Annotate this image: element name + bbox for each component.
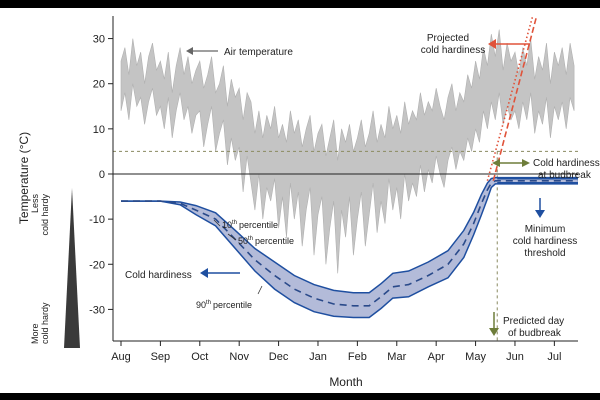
p90-number: 90 — [196, 300, 206, 310]
x-tick-label: Apr — [428, 351, 445, 363]
less-hardy-label-line1: Less — [30, 194, 40, 214]
hardiness-median-line — [121, 180, 578, 307]
air-temperature-arrowhead — [186, 47, 193, 55]
x-tick-label: Jan — [309, 351, 327, 363]
p90-suffix: th — [206, 300, 211, 306]
projection-line-2 — [486, 15, 534, 181]
x-tick-label: Aug — [111, 351, 131, 363]
p90-leader — [257, 285, 263, 295]
minimum-arrowhead — [535, 210, 545, 218]
p90-label: 90th percentile — [196, 300, 252, 310]
x-tick-label: Oct — [191, 351, 208, 363]
p50-word: percentile — [255, 236, 294, 246]
y-axis-label: Temperature (°C) — [17, 132, 31, 224]
y-tick-label: -30 — [89, 304, 105, 316]
hardiness-scale-triangle — [64, 188, 80, 348]
x-axis-label: Month — [329, 375, 362, 389]
hardiness-band-layer — [121, 176, 578, 319]
budbreak-label-line2: at budbreak — [538, 170, 592, 181]
annotation-predicted-budbreak: Predicted day of budbreak — [489, 312, 564, 339]
p50-label: 50th percentile — [238, 236, 294, 246]
minimum-label-line2: cold hardiness — [513, 236, 577, 247]
p50-suffix: th — [248, 236, 253, 242]
predicted-label-line2: of budbreak — [508, 328, 562, 339]
projection-line-1 — [492, 15, 538, 181]
budbreak-arrowhead-right — [522, 159, 530, 167]
budbreak-arrowhead-left — [492, 159, 500, 167]
projection-layer — [486, 15, 538, 181]
projected-arrowhead — [488, 39, 496, 49]
hardiness-10th-percentile-line — [121, 176, 578, 294]
x-tick-label: Sep — [151, 351, 171, 363]
y-tick-label: 20 — [93, 79, 105, 91]
y-tick-label: -20 — [89, 259, 105, 271]
annotation-percentiles: 10th percentile 50th percentile 90th percen… — [196, 219, 294, 310]
projected-label-line2: cold hardiness — [421, 45, 485, 56]
annotation-air-temperature: Air temperature — [186, 47, 293, 58]
annotation-projected-hardiness: Projected cold hardiness — [421, 33, 530, 56]
y-tick-label: -10 — [89, 214, 105, 226]
cold-hardiness-arrowhead — [200, 268, 208, 278]
x-tick-label: Jun — [506, 351, 524, 363]
annotation-budbreak-hardiness: Cold hardiness at budbreak — [492, 158, 600, 181]
x-tick-label: Mar — [387, 351, 406, 363]
y-tick-label: 10 — [93, 124, 105, 136]
annotation-cold-hardiness: Cold hardiness — [125, 268, 240, 281]
x-ticks: Aug Sep Oct Nov Dec Jan Feb Mar Apr May Jun Jul — [111, 341, 561, 363]
x-tick-label: Nov — [229, 351, 249, 363]
air-temperature-label: Air temperature — [224, 47, 293, 58]
projected-label-line1: Projected — [427, 33, 469, 44]
annotation-minimum-threshold: Minimum cold hardiness threshold — [513, 198, 577, 259]
p10-suffix: th — [232, 220, 237, 226]
more-hardy-label-line1: More — [30, 323, 40, 344]
p50-leader — [227, 233, 237, 241]
cold-hardiness-chart: 30 20 10 0 -10 -20 -30 Aug Sep Oct Nov Dec Jan Feb Ma… — [17, 15, 600, 389]
less-hardy-label-line2: cold hardy — [40, 194, 50, 236]
figure-frame: 30 20 10 0 -10 -20 -30 Aug Sep Oct Nov Dec Jan Feb Ma… — [0, 8, 600, 393]
p10-word: percentile — [239, 220, 278, 230]
hardiness-90th-percentile-line — [121, 183, 578, 319]
p10-leader — [213, 219, 221, 227]
x-tick-label: May — [465, 351, 486, 363]
predicted-label-line1: Predicted day — [503, 316, 564, 327]
predicted-arrowhead — [489, 328, 499, 336]
cold-hardiness-label: Cold hardiness — [125, 270, 192, 281]
x-tick-label: Dec — [269, 351, 289, 363]
p90-word: percentile — [213, 300, 252, 310]
minimum-label-line1: Minimum — [525, 224, 566, 235]
x-tick-label: Jul — [547, 351, 561, 363]
x-tick-label: Feb — [348, 351, 367, 363]
y-ticks: 30 20 10 0 -10 -20 -30 — [89, 34, 113, 316]
minimum-label-line3: threshold — [524, 248, 565, 259]
y-tick-label: 0 — [99, 169, 105, 181]
p50-number: 50 — [238, 236, 248, 246]
y-tick-label: 30 — [93, 34, 105, 46]
more-hardy-label-line2: cold hardy — [40, 302, 50, 344]
p10-label: 10th percentile — [222, 220, 278, 230]
budbreak-label-line1: Cold hardiness — [533, 158, 600, 169]
p10-number: 10 — [222, 220, 232, 230]
